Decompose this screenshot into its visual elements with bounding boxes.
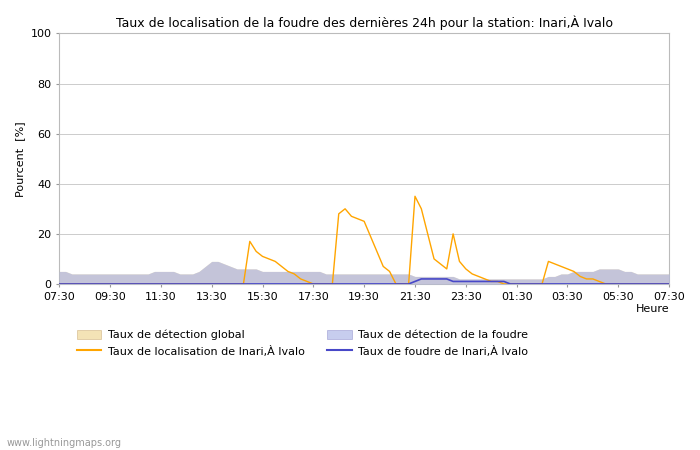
- Title: Taux de localisation de la foudre des dernières 24h pour la station: Inari,À Iva: Taux de localisation de la foudre des de…: [116, 15, 612, 30]
- X-axis label: Heure: Heure: [636, 304, 669, 315]
- Y-axis label: Pourcent  [%]: Pourcent [%]: [15, 121, 25, 197]
- Legend: Taux de détection global, Taux de localisation de Inari,À Ivalo, Taux de détecti: Taux de détection global, Taux de locali…: [77, 329, 528, 357]
- Text: www.lightningmaps.org: www.lightningmaps.org: [7, 438, 122, 448]
